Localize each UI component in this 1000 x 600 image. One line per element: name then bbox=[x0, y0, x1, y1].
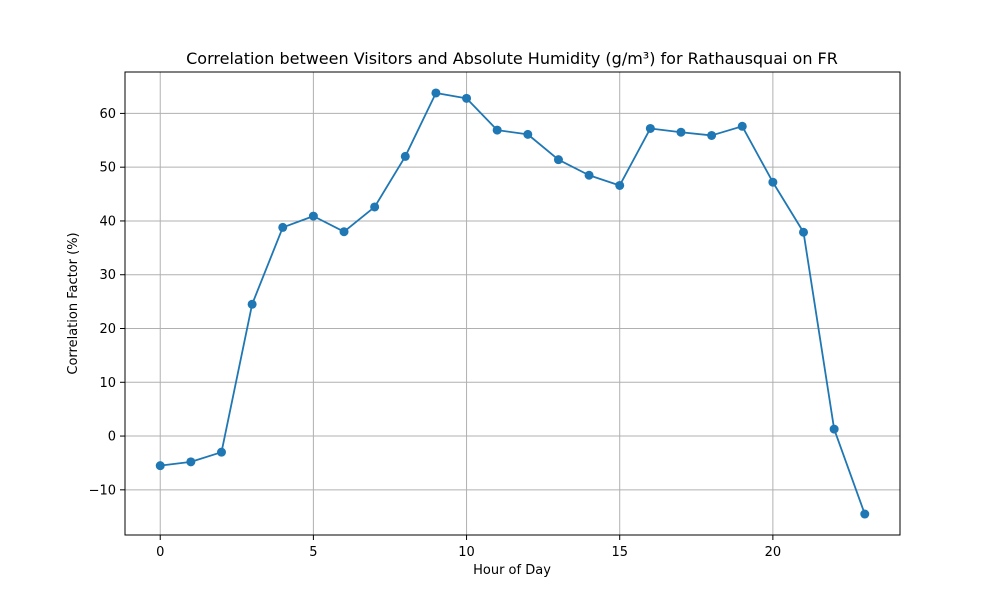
data-point bbox=[278, 222, 288, 232]
data-point bbox=[339, 227, 349, 237]
data-point bbox=[400, 151, 410, 161]
y-tick-label: 30 bbox=[99, 268, 116, 283]
x-tick-label: 10 bbox=[458, 545, 475, 560]
series-line bbox=[160, 92, 866, 515]
grid bbox=[125, 72, 900, 535]
data-point bbox=[155, 461, 165, 471]
data-point bbox=[431, 88, 441, 98]
data-point bbox=[676, 127, 686, 137]
data-point bbox=[829, 424, 839, 434]
y-tick-label: 60 bbox=[99, 107, 116, 122]
y-tick-label: 20 bbox=[99, 322, 116, 337]
data-point bbox=[186, 457, 196, 467]
data-point bbox=[370, 202, 380, 212]
data-point bbox=[216, 447, 226, 457]
y-tick-label: −10 bbox=[89, 483, 116, 498]
y-tick-label: 40 bbox=[99, 214, 116, 229]
y-tick-label: 10 bbox=[99, 376, 116, 391]
data-point bbox=[553, 155, 563, 165]
x-tick-label: 20 bbox=[765, 545, 782, 560]
chart-title: Correlation between Visitors and Absolut… bbox=[186, 49, 838, 68]
data-point bbox=[308, 211, 318, 221]
data-point bbox=[645, 123, 655, 133]
data-point bbox=[768, 177, 778, 187]
data-point bbox=[492, 125, 502, 135]
data-point bbox=[247, 299, 257, 309]
data-point bbox=[737, 121, 747, 131]
x-tick-label: 15 bbox=[611, 545, 628, 560]
series bbox=[155, 88, 870, 519]
axis-ticks: 0 5 10 15 20 −10 0 10 20 30 40 50 60 bbox=[89, 107, 782, 560]
data-point bbox=[523, 129, 533, 139]
plot-frame bbox=[124, 71, 901, 536]
data-point bbox=[860, 509, 870, 519]
x-axis-label: Hour of Day bbox=[473, 563, 551, 578]
data-point bbox=[799, 227, 809, 237]
x-tick-label: 5 bbox=[309, 545, 317, 560]
x-tick-label: 0 bbox=[156, 545, 164, 560]
data-point bbox=[462, 93, 472, 103]
data-point bbox=[584, 170, 594, 180]
y-tick-label: 50 bbox=[99, 161, 116, 176]
y-axis-label: Correlation Factor (%) bbox=[66, 232, 81, 374]
y-tick-label: 0 bbox=[108, 430, 116, 445]
data-point bbox=[615, 180, 625, 190]
data-point bbox=[707, 130, 717, 140]
